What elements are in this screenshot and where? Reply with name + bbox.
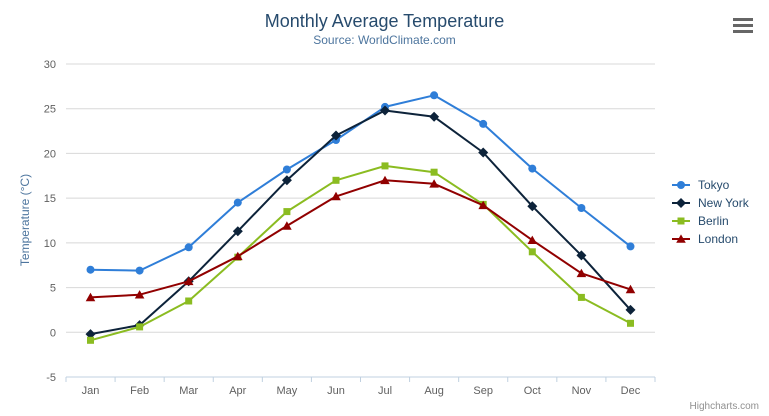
x-tick-label: Jun — [327, 385, 345, 397]
x-tick-label: Feb — [130, 385, 149, 397]
legend-item-tokyo[interactable]: Tokyo — [671, 176, 749, 194]
legend-diamond-icon — [672, 198, 690, 208]
legend-circle-icon — [672, 181, 690, 189]
y-tick-label: -5 — [46, 372, 56, 384]
series-line-berlin[interactable] — [89, 164, 632, 342]
y-tick-label: 25 — [44, 104, 56, 116]
data-point-new-york[interactable] — [478, 147, 489, 158]
data-point-berlin[interactable] — [283, 208, 291, 216]
data-point-london[interactable] — [380, 175, 390, 185]
data-point-berlin[interactable] — [577, 293, 585, 301]
x-tick-label: Sep — [473, 385, 493, 397]
legend-label: London — [698, 232, 739, 246]
y-tick-label: 30 — [44, 59, 56, 71]
data-point-new-york[interactable] — [331, 130, 341, 141]
legend-square-icon — [672, 217, 690, 225]
series-line-tokyo[interactable] — [89, 94, 632, 272]
legend-label: Tokyo — [698, 178, 730, 192]
data-point-london[interactable] — [478, 200, 488, 210]
data-point-tokyo[interactable] — [135, 266, 144, 275]
data-point-new-york[interactable] — [85, 329, 96, 340]
x-tick-label: Aug — [424, 385, 444, 397]
series-line-new-york[interactable] — [89, 109, 632, 336]
data-point-london[interactable] — [527, 235, 538, 244]
x-tick-label: Mar — [179, 385, 198, 397]
data-point-london[interactable] — [429, 179, 439, 188]
data-point-berlin[interactable] — [87, 336, 94, 344]
data-point-new-york[interactable] — [527, 201, 538, 212]
hamburger-icon — [733, 18, 753, 33]
data-point-london[interactable] — [282, 221, 292, 230]
data-point-london[interactable] — [134, 290, 145, 299]
data-point-tokyo[interactable] — [577, 204, 586, 212]
legend-label: Berlin — [698, 214, 729, 228]
x-tick-label: Jan — [82, 385, 100, 397]
data-point-tokyo[interactable] — [282, 165, 291, 174]
x-tick-label: Dec — [621, 385, 641, 397]
data-point-london[interactable] — [183, 276, 194, 286]
x-tick-label: Apr — [229, 385, 246, 397]
chart-subtitle: Source: WorldClimate.com — [313, 33, 456, 47]
series-line-london[interactable] — [89, 179, 632, 299]
legend-item-berlin[interactable]: Berlin — [671, 212, 749, 230]
data-point-berlin[interactable] — [430, 168, 438, 176]
legend-label: New York — [698, 196, 749, 210]
legend: Tokyo New York Berlin London — [671, 176, 749, 248]
data-point-tokyo[interactable] — [184, 243, 193, 252]
legend-item-new-york[interactable]: New York — [671, 194, 749, 212]
data-point-berlin[interactable] — [381, 162, 389, 170]
data-point-tokyo[interactable] — [233, 198, 242, 207]
x-tick-label: May — [276, 385, 297, 397]
data-point-berlin[interactable] — [185, 297, 193, 305]
legend-item-london[interactable]: London — [671, 230, 749, 248]
data-point-berlin[interactable] — [136, 323, 144, 331]
data-point-berlin[interactable] — [627, 319, 634, 327]
y-tick-label: 5 — [50, 283, 56, 295]
x-tick-label: Nov — [572, 385, 592, 397]
chart-title: Monthly Average Temperature — [264, 11, 505, 31]
data-point-london[interactable] — [233, 251, 243, 261]
data-point-new-york[interactable] — [576, 250, 587, 261]
y-tick-label: 10 — [44, 238, 56, 250]
data-point-tokyo[interactable] — [528, 164, 537, 173]
data-point-new-york[interactable] — [625, 304, 636, 315]
y-tick-label: 20 — [44, 148, 56, 160]
legend-triangle-icon — [672, 234, 690, 243]
y-tick-label: 0 — [50, 327, 56, 339]
data-point-berlin[interactable] — [528, 248, 536, 256]
data-point-new-york[interactable] — [232, 226, 243, 237]
credits-link[interactable]: Highcharts.com — [689, 401, 759, 412]
data-point-new-york[interactable] — [429, 111, 440, 122]
data-point-tokyo[interactable] — [430, 91, 439, 100]
data-point-london[interactable] — [331, 191, 341, 201]
data-point-new-york[interactable] — [281, 175, 292, 186]
y-tick-label: 15 — [44, 193, 56, 205]
data-point-london[interactable] — [576, 268, 587, 278]
data-point-london[interactable] — [625, 284, 636, 294]
export-menu-button[interactable] — [733, 18, 753, 33]
data-point-tokyo[interactable] — [626, 242, 635, 251]
data-point-london[interactable] — [85, 292, 96, 302]
data-point-tokyo[interactable] — [86, 265, 95, 274]
data-point-new-york[interactable] — [380, 105, 390, 116]
data-point-tokyo[interactable] — [479, 119, 488, 128]
x-tick-label: Oct — [524, 385, 541, 397]
x-tick-label: Jul — [378, 385, 392, 397]
data-point-berlin[interactable] — [332, 176, 340, 184]
